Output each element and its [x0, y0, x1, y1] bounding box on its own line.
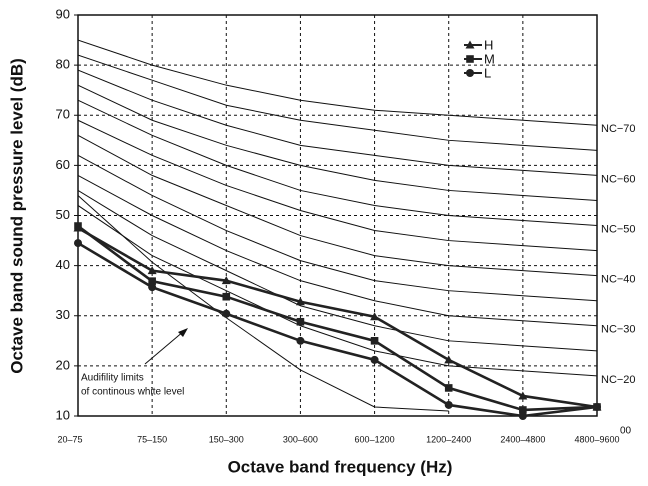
- marker: [444, 355, 454, 364]
- marker: [295, 297, 305, 306]
- nc-curve: [78, 54, 597, 151]
- marker: [466, 55, 474, 63]
- marker: [519, 406, 527, 414]
- nc-label: NC−30: [601, 324, 636, 336]
- bottom-label: 00: [620, 426, 632, 437]
- y-tick-label: 30: [56, 307, 70, 322]
- nc-curve: [78, 174, 597, 327]
- y-tick-label: 40: [56, 257, 70, 272]
- series-line: [77, 224, 598, 412]
- x-axis-title: Octave band frequency (Hz): [228, 457, 453, 476]
- marker: [296, 336, 305, 345]
- legend-label: L: [484, 65, 491, 80]
- marker: [518, 412, 527, 420]
- annotation-arrowhead: [178, 328, 188, 337]
- y-tick-label: 10: [56, 407, 70, 422]
- marker: [370, 312, 380, 321]
- legend-label: M: [484, 51, 495, 66]
- y-tick-label: 60: [56, 157, 70, 172]
- nc-label: NC−50: [601, 223, 636, 235]
- marker: [370, 355, 379, 364]
- nc-curve: [78, 134, 597, 277]
- marker: [518, 391, 528, 400]
- y-axis-title: Octave band sound pressure level (dB): [7, 58, 26, 374]
- marker: [74, 239, 82, 248]
- annotation: Audifility limits: [81, 373, 144, 384]
- x-tick-label: 4800–9600: [574, 434, 619, 444]
- nc-curve: [78, 84, 597, 201]
- marker: [221, 276, 231, 285]
- marker: [222, 292, 231, 301]
- marker: [296, 317, 305, 326]
- y-tick-label: 80: [56, 57, 70, 72]
- annotation: of continous white level: [81, 387, 184, 398]
- nc-curve: [78, 99, 597, 227]
- marker: [148, 277, 156, 285]
- x-tick-label: 75–150: [137, 434, 167, 444]
- y-tick-label: 20: [56, 357, 70, 372]
- marker: [370, 337, 379, 345]
- plot-frame: [77, 14, 598, 417]
- y-tick-label: 50: [56, 207, 70, 222]
- marker: [444, 384, 453, 392]
- series-line: [77, 226, 598, 409]
- marker: [147, 266, 157, 275]
- y-tick-label: 90: [56, 6, 70, 21]
- legend-label: H: [484, 37, 493, 52]
- marker: [465, 40, 475, 49]
- nc-label: NC−70: [601, 123, 636, 135]
- nc-curve: [78, 119, 597, 252]
- x-tick-label: 300–600: [283, 434, 318, 444]
- nc-label: NC−20: [601, 374, 636, 386]
- nc-curve: [78, 205, 597, 377]
- marker: [74, 222, 82, 230]
- x-tick-label: 2400–4800: [500, 434, 545, 444]
- nc-label: NC−60: [601, 173, 636, 185]
- marker: [593, 402, 601, 411]
- series-line: [77, 241, 598, 418]
- x-tick-label: 20–75: [57, 434, 82, 444]
- nc-curve: [78, 39, 597, 126]
- nc-curve: [78, 154, 597, 302]
- marker: [222, 309, 231, 318]
- nc-curve: [78, 190, 597, 352]
- y-tick-label: 70: [56, 107, 70, 122]
- x-tick-label: 1200–2400: [426, 434, 471, 444]
- threshold-curve: [77, 195, 449, 412]
- x-tick-label: 150–300: [209, 434, 244, 444]
- marker: [444, 400, 453, 409]
- marker: [466, 69, 474, 77]
- annotation-arrow: [144, 330, 185, 365]
- marker: [148, 283, 157, 292]
- nc-curve: [78, 69, 597, 176]
- nc-label: NC−40: [601, 274, 636, 286]
- x-tick-label: 600–1200: [355, 434, 395, 444]
